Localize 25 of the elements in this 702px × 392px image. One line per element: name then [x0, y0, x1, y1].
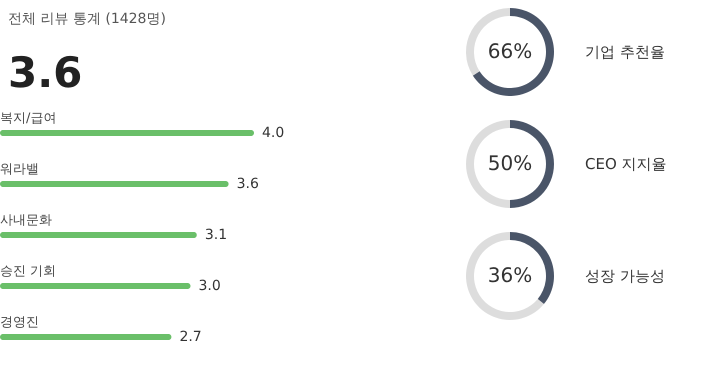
- text: 36%: [488, 263, 532, 287]
- text: 전체 리뷰 통계 (1428명): [8, 11, 166, 27]
- donut-slice: [466, 232, 544, 320]
- text: 성장 가능성: [585, 267, 665, 285]
- bar: [0, 283, 190, 290]
- category-label: 경영진: [0, 315, 39, 330]
- text: 기업 추천율: [585, 43, 665, 61]
- data-label: 3.0: [198, 278, 221, 294]
- bar: [0, 130, 254, 136]
- text: 66%: [488, 39, 532, 63]
- bar: [0, 232, 197, 238]
- category-label: 승진 기회: [0, 264, 56, 280]
- data-label: 4.0: [262, 124, 284, 141]
- data-label: 3.6: [236, 176, 259, 192]
- bar: [0, 334, 172, 340]
- data-label: 3.1: [204, 227, 228, 243]
- data-label: 2.7: [179, 329, 202, 346]
- category-label: 워라밸: [0, 162, 39, 177]
- annotation: 3.6: [8, 48, 82, 97]
- text: CEO 지지율: [585, 155, 667, 173]
- category-label: 복지/급여: [0, 110, 56, 126]
- donut-slice: [472, 8, 554, 96]
- category-label: 사내문화: [0, 213, 52, 228]
- text: 50%: [488, 151, 532, 175]
- bar: [0, 180, 229, 187]
